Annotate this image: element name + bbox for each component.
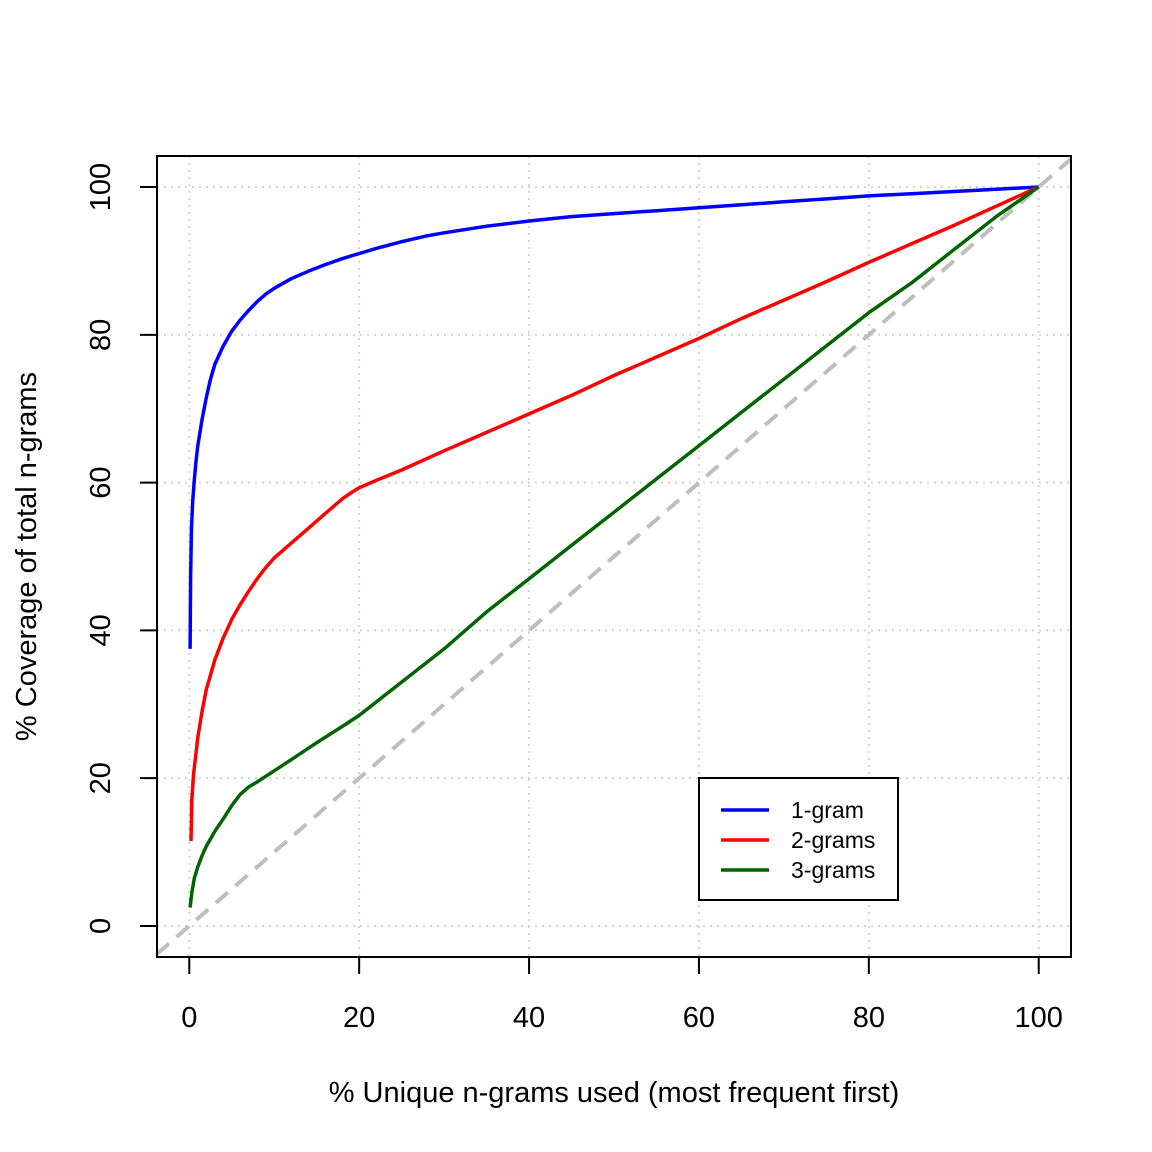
series-line-3 — [188, 185, 1040, 908]
series-lines — [188, 185, 1040, 908]
legend-label-3: 3-grams — [791, 857, 875, 883]
x-tick-label: 40 — [513, 1002, 545, 1034]
x-tick-label: 80 — [853, 1002, 885, 1034]
x-axis-label: % Unique n-grams used (most frequent fir… — [329, 1077, 900, 1109]
series-line-2 — [189, 185, 1040, 842]
y-tick-label: 40 — [85, 614, 117, 646]
y-tick-label: 20 — [85, 762, 117, 794]
y-tick-label: 80 — [85, 319, 117, 351]
diagonal-reference-line — [155, 157, 1073, 956]
legend: 1-gram 2-grams 3-grams — [698, 777, 899, 901]
x-axis: 0 20 40 60 80 100 — [181, 956, 1063, 1034]
x-tick-label: 100 — [1015, 1002, 1063, 1034]
grid-lines — [157, 156, 1071, 957]
legend-label-1: 1-gram — [791, 797, 864, 823]
x-tick-label: 20 — [343, 1002, 375, 1034]
x-tick-label: 60 — [683, 1002, 715, 1034]
y-tick-label: 60 — [85, 466, 117, 498]
y-axis: 0 20 40 60 80 100 — [85, 163, 158, 934]
legend-label-2: 2-grams — [791, 827, 875, 853]
x-tick-label: 0 — [181, 1002, 197, 1034]
y-tick-label: 100 — [85, 163, 117, 211]
reference-line — [155, 157, 1073, 956]
y-axis-label: % Coverage of total n-grams — [11, 372, 43, 741]
series-line-1 — [188, 185, 1039, 649]
y-tick-label: 0 — [85, 918, 117, 934]
